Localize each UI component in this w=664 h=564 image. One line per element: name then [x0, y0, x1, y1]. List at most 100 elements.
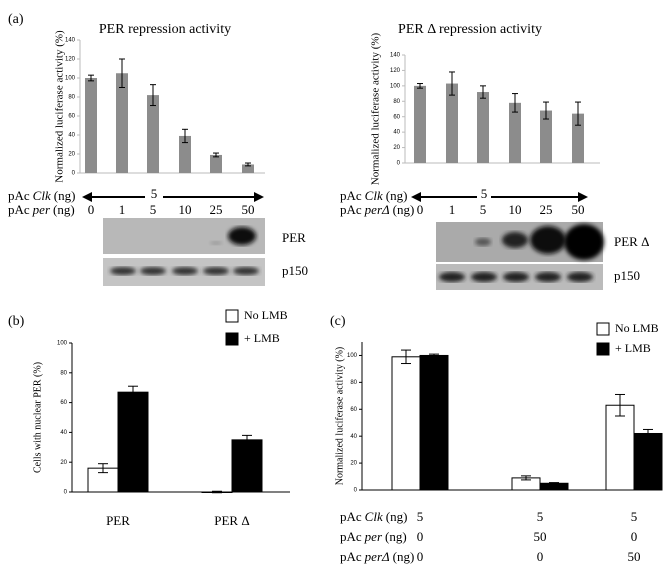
bar [419, 354, 449, 491]
x-tick-label: 5 [150, 202, 157, 217]
y-axis-label: Cells with nuclear PER (%) [32, 362, 43, 473]
row-value: 5 [417, 509, 424, 524]
row-label: pAc perΔ (ng) [340, 549, 414, 564]
bar [540, 110, 552, 163]
x-tick-label: 25 [540, 202, 553, 217]
y-tick-label: 120 [65, 57, 76, 63]
bar [633, 432, 663, 491]
x-tick-label: 10 [509, 202, 522, 217]
y-tick-label: 80 [393, 99, 400, 105]
row-prefix: pAc [340, 549, 362, 564]
row-unit: (ng) [385, 529, 407, 544]
row-label: pAc Clk (ng) [8, 188, 75, 203]
row-gene: Clk [365, 188, 383, 203]
row-gene: per [364, 529, 383, 544]
blot-per-delta [436, 222, 604, 262]
panel-label: (a) [8, 12, 24, 27]
x-tick-label: 5 [480, 202, 487, 217]
y-tick-label: 40 [350, 434, 357, 440]
y-tick-label: 60 [393, 114, 400, 120]
x-tick-label: 50 [572, 202, 585, 217]
row-prefix: pAc [340, 188, 362, 203]
y-tick-label: 40 [60, 430, 67, 436]
y-tick-label: 140 [65, 38, 76, 44]
arrow [82, 192, 588, 202]
bar [179, 135, 191, 173]
y-tick-label: 20 [350, 461, 357, 467]
row-gene: perΔ [364, 549, 390, 564]
row-gene: per [32, 202, 51, 217]
row-value: 0 [417, 549, 424, 564]
legend-label: No LMB [615, 321, 659, 335]
legend-swatch [596, 322, 610, 336]
row-unit: (ng) [53, 202, 75, 217]
row-prefix: pAc [340, 529, 362, 544]
bar [391, 356, 421, 491]
row-value: 0 [417, 529, 424, 544]
y-tick-label: 80 [350, 380, 357, 386]
y-tick-label: 100 [347, 353, 358, 359]
y-tick-label: 20 [60, 460, 67, 466]
row-gene: Clk [33, 188, 51, 203]
chart-title: PER Δ repression activity [398, 22, 542, 37]
x-tick-label: 1 [449, 202, 456, 217]
y-tick-label: 20 [393, 145, 400, 151]
y-tick-label: 0 [354, 488, 358, 494]
bar [231, 439, 263, 493]
clk-value: 5 [151, 186, 158, 201]
y-axis-label: Normalized luciferase activity (%) [334, 347, 345, 486]
row-value: 50 [534, 529, 547, 544]
y-tick-label: 100 [57, 341, 68, 347]
blot-label: PER Δ [614, 234, 649, 249]
bar [242, 164, 254, 173]
chart-title: PER repression activity [99, 22, 231, 37]
row-value: 5 [631, 509, 638, 524]
y-tick-label: 140 [390, 53, 401, 59]
row-unit: (ng) [386, 188, 408, 203]
legend-label: + LMB [615, 341, 651, 355]
row-value: 5 [537, 509, 544, 524]
bar [572, 113, 584, 163]
clk-value: 5 [481, 186, 488, 201]
x-tick-label: PER Δ [214, 513, 249, 528]
y-tick-label: 60 [60, 400, 67, 406]
y-tick-label: 40 [68, 133, 75, 139]
row-prefix: pAc [8, 188, 30, 203]
x-tick-label: PER [106, 513, 130, 528]
y-axis-label: Normalized luciferase activity (%) [370, 32, 382, 185]
y-tick-label: 60 [68, 114, 75, 120]
x-tick-label: 1 [119, 202, 126, 217]
row-value: 50 [628, 549, 641, 564]
row-label: pAc per (ng) [8, 202, 75, 217]
panel-label: (b) [8, 314, 25, 329]
x-tick-label: 0 [88, 202, 95, 217]
bar [147, 95, 159, 173]
bar [414, 85, 426, 163]
bar [605, 404, 635, 491]
row-prefix: pAc [340, 202, 362, 217]
legend-label: No LMB [244, 308, 288, 322]
row-prefix: pAc [340, 509, 362, 524]
y-tick-label: 60 [350, 407, 357, 413]
y-tick-label: 100 [390, 83, 401, 89]
bar [117, 391, 149, 493]
bar [509, 102, 521, 163]
y-tick-label: 80 [60, 370, 67, 376]
bar [85, 78, 97, 173]
legend-swatch [225, 309, 239, 323]
row-label: pAc Clk (ng) [340, 509, 407, 524]
row-value: 0 [631, 529, 638, 544]
row-gene: Clk [365, 509, 383, 524]
row-unit: (ng) [393, 549, 415, 564]
row-unit: (ng) [393, 202, 415, 217]
x-tick-label: 10 [179, 202, 192, 217]
bar [210, 154, 222, 173]
legend-swatch [596, 342, 610, 356]
bar [116, 73, 128, 173]
blot-label: p150 [282, 263, 308, 278]
x-tick-label: 50 [242, 202, 255, 217]
y-tick-label: 20 [68, 152, 75, 158]
blot-per [103, 218, 265, 254]
row-label: pAc per (ng) [340, 529, 407, 544]
y-tick-label: 80 [68, 95, 75, 101]
